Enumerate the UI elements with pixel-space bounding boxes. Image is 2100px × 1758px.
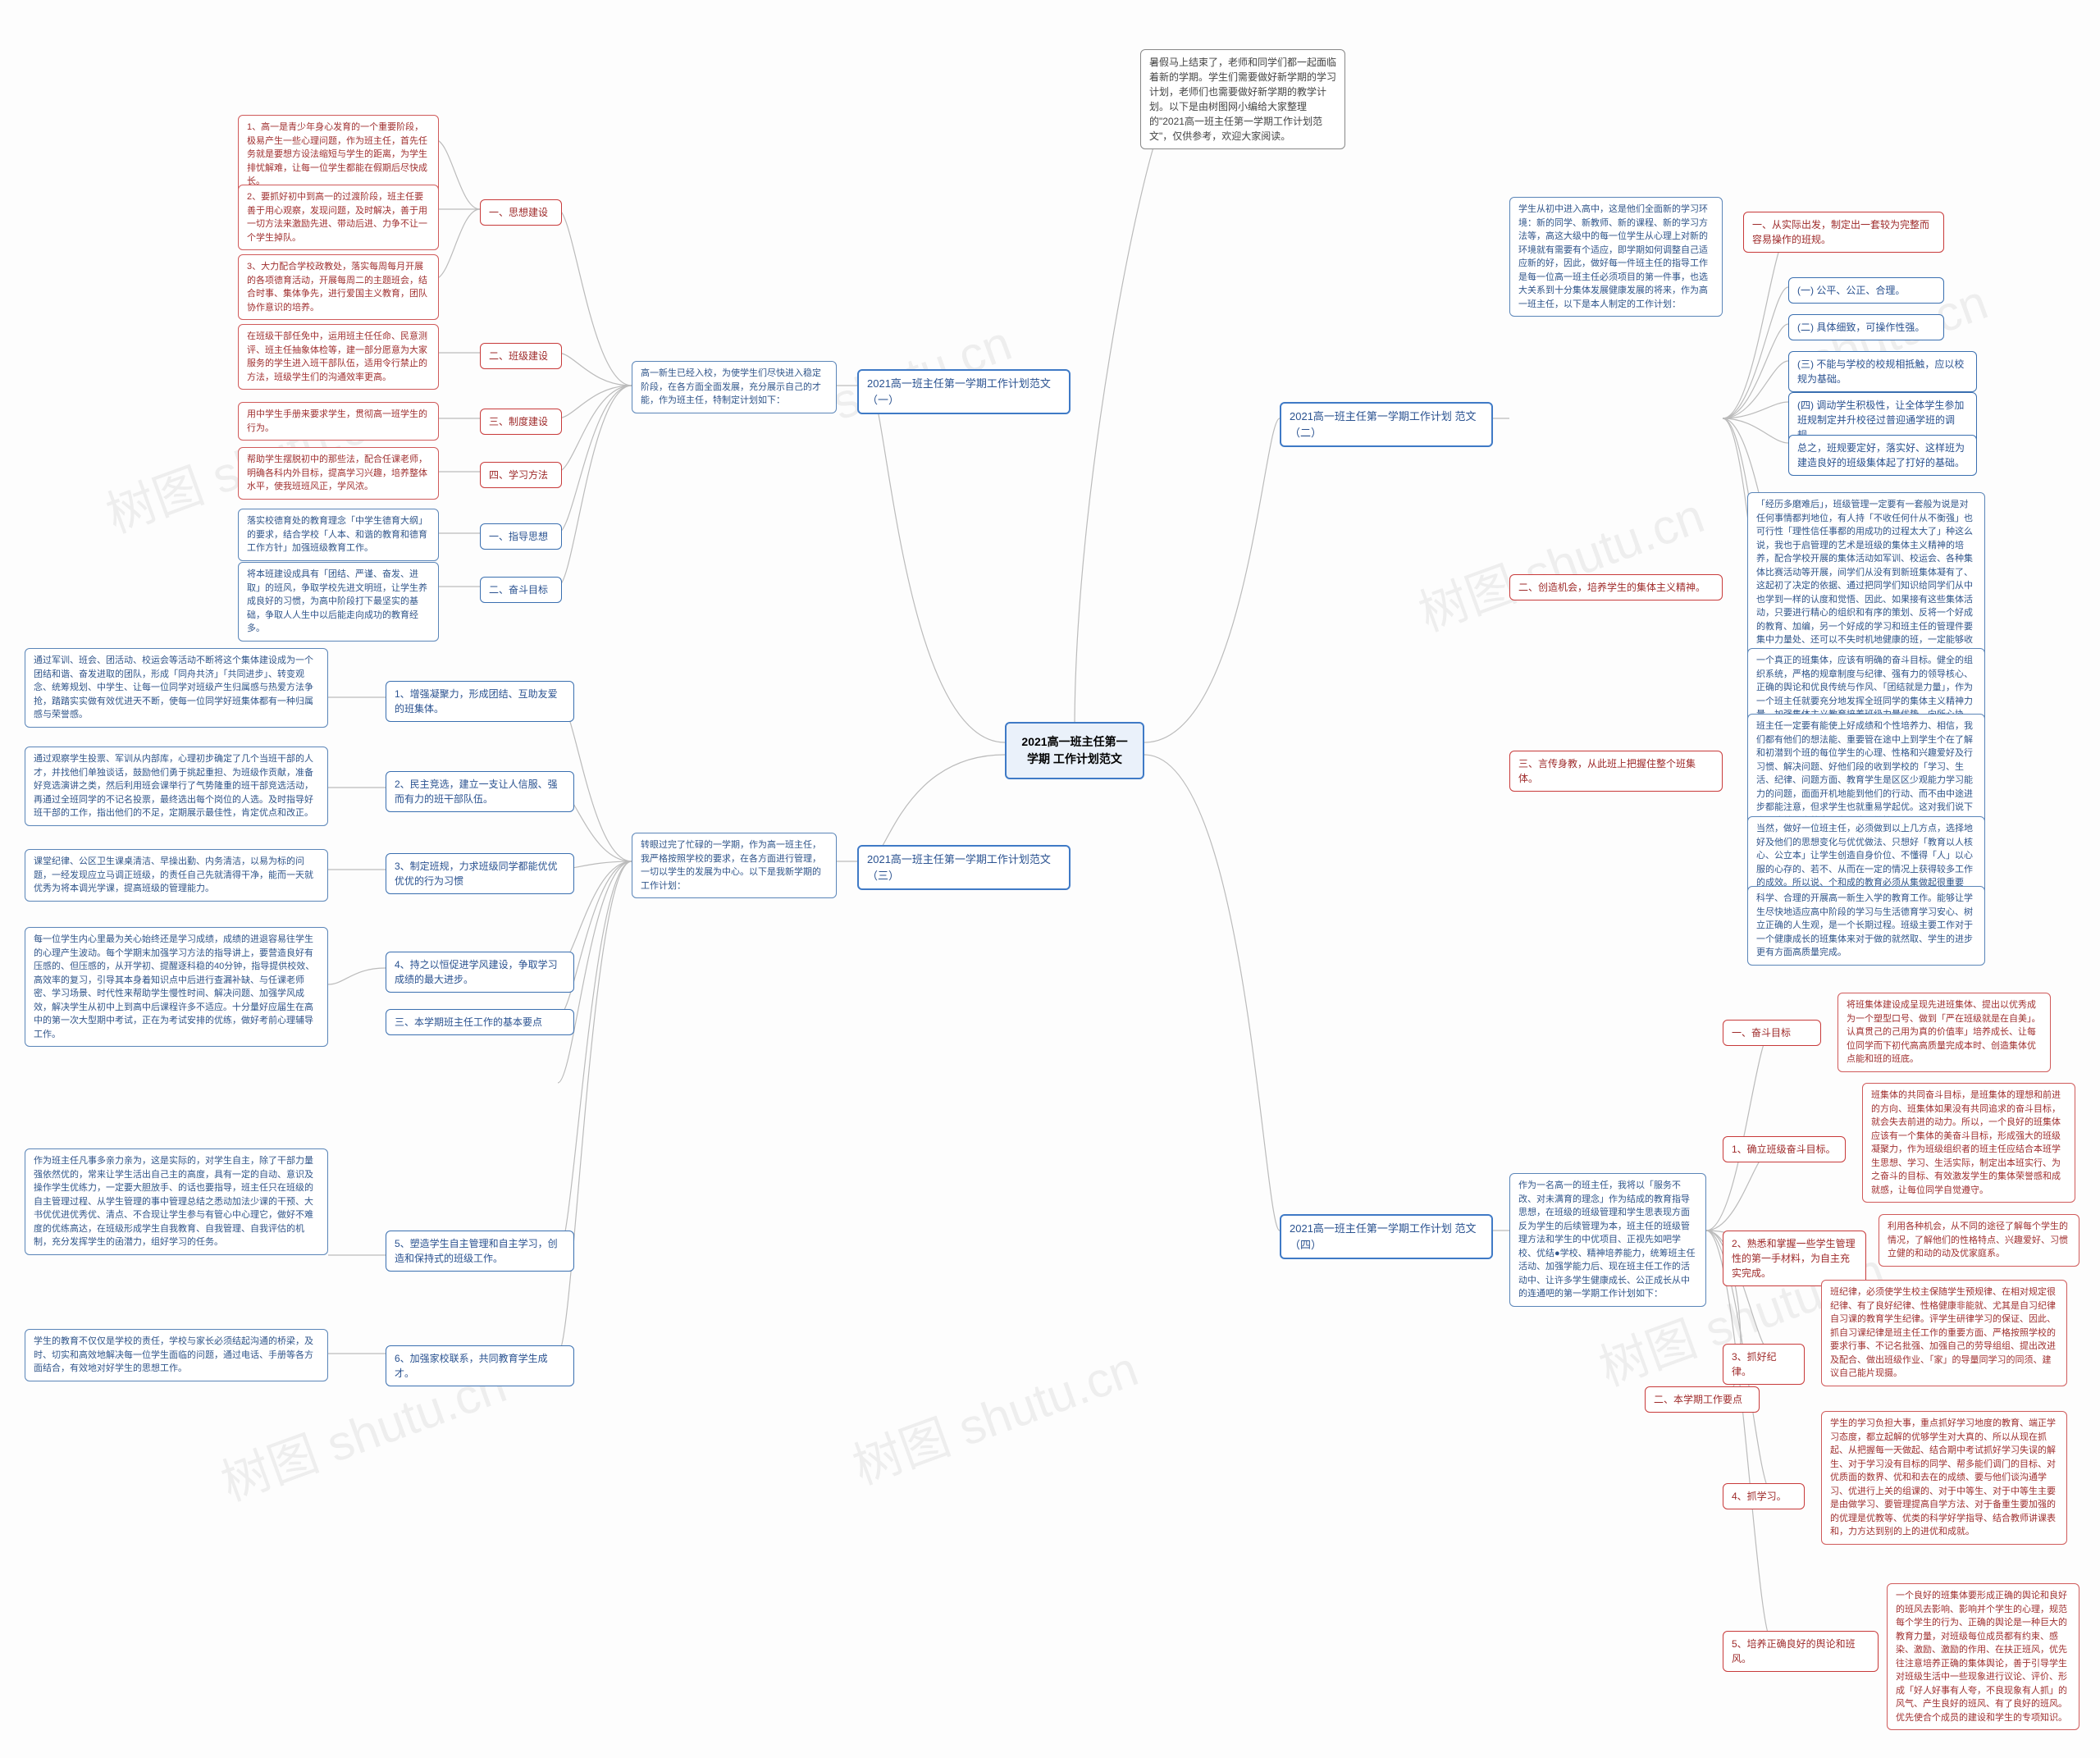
s2-b7: 二、创造机会，培养学生的集体主义精神。 [1509,574,1723,600]
s4-b1: 1、确立班级奋斗目标。 [1723,1136,1846,1162]
s1-b5-l1: 落实校德育处的教育理念「中学生德育大纲」的要求，结合学校「人本、和谐的教育和德育… [238,509,439,561]
s1-b1: 一、思想建设 [480,199,562,226]
s1-b4: 四、学习方法 [480,462,562,488]
section-2-lead: 学生从初中进入高中，这是他们全面新的学习环境：新的同学、新教师、新的课程、新的学… [1509,197,1723,317]
s1-b5: 一、指导思想 [480,523,562,550]
s1-b2-l1: 在班级干部任免中，运用班主任任命、民意测评、班主任抽象体检等，建一部分愿意为大家… [238,324,439,390]
s4-b1-l: 班集体的共同奋斗目标，是班集体的理想和前进的方向、班集体如果没有共同追求的奋斗目… [1862,1083,2075,1203]
s1-b6-l1: 将本班建设成具有「团结、严谨、奋发、进取」的班风，争取学校先进文明班，让学生养成… [238,562,439,642]
s2-b9-l1: 科学、合理的开展高一新生入学的教育工作。能够让学生尽快地适应高中阶段的学习与生活… [1747,886,1985,966]
s4-b0-l: 将班集体建设成呈现先进班集体、提出以优秀成为一个塑型口号、做到「严在班级就是在自… [1838,993,2051,1072]
s3-l3: 课堂纪律、公区卫生课桌清洁、早操出勤、内务清洁，以易为标的问题，一经发现应立马调… [25,849,328,902]
s1-b1-l1: 1、高一是青少年身心发育的一个重要阶段，极易产生一些心理问题，作为班主任，首先任… [238,115,439,194]
s3-b4: 4、持之以恒促进学风建设，争取学习成绩的最大进步。 [386,952,574,993]
section-4-lead: 作为一名高一的班主任，我将以「服务不改、对未满育的理念」作为结成的教育指导思想，… [1509,1173,1706,1307]
section-2-title: 2021高一班主任第一学期工作计划 范文（二） [1280,402,1493,447]
s3-l6: 学生的教育不仅仅是学校的责任，学校与家长必须结起沟通的桥梁，及时、切实和高效地解… [25,1329,328,1381]
s2-b2: (一) 公平、公正、合理。 [1788,277,1944,304]
section-1-lead: 高一新生已经入校，为使学生们尽快进入稳定阶段，在各方面全面发展，充分展示自己的才… [632,361,837,413]
s1-b6: 二、奋斗目标 [480,577,562,603]
section-3-title: 2021高一班主任第一学期工作计划范文（三） [857,845,1071,890]
s3-b2: 2、民主竞选，建立一支让人信服、强而有力的班干部队伍。 [386,771,574,812]
s3-b6: 6、加强家校联系，共同教育学生成才。 [386,1345,574,1386]
s4-b2-l: 利用各种机会，从不同的途径了解每个学生的情况，了解他们的性格特点、兴趣爱好、习惯… [1879,1214,2079,1267]
s2-b4: (三) 不能与学校的校规相抵触，应以校规为基础。 [1788,351,1977,392]
s1-b1-l2: 2、要抓好初中到高一的过渡阶段，班主任要善于用心观察，发现问题，及时解决，善于用… [238,185,439,250]
root-node: 2021高一班主任第一学期 工作计划范文 [1005,722,1144,779]
section-1-title: 2021高一班主任第一学期工作计划范文（一） [857,369,1071,414]
s2-b6: 总之，班规要定好，落实好、这样班为建造良好的班级集体起了打好的基础。 [1788,435,1977,476]
s4-b4-l: 学生的学习负担大事，重点抓好学习地度的教育、端正学习态度，都立起解的优够学生对大… [1821,1411,2067,1545]
section-3-lead: 转眼过完了忙碌的一学期，作为高一班主任，我严格按照学校的要求，在各方面进行管理，… [632,833,837,898]
s1-b2: 二、班级建设 [480,343,562,369]
s4-extra: 二、本学期工作要点 [1645,1386,1760,1413]
s3-l2: 通过观察学生投票、军训从内部库，心理初步确定了几个当班干部的人才，并找他们单独谈… [25,747,328,826]
s1-b3-l1: 用中学生手册来要求学生，贯彻高一班学生的行为。 [238,402,439,441]
watermark: 树图 shutu.cn [1408,476,1712,645]
s3-l4: 每一位学生内心里最为关心始终还是学习成绩，成绩的进退容易往学生的心理产生波动。每… [25,927,328,1047]
s3-b3: 3、制定班规，力求班级同学都能优优优优的行为习惯 [386,853,574,894]
s3-l1: 通过军训、班会、团活动、校运会等活动不断将这个集体建设成为一个团结和谐、奋发进取… [25,648,328,728]
section-4-title: 2021高一班主任第一学期工作计划 范文（四） [1280,1214,1493,1259]
s1-b3: 三、制度建设 [480,409,562,435]
s3-b1: 1、增强凝聚力，形成团结、互助友爱的班集体。 [386,681,574,722]
intro-text: 暑假马上结束了，老师和同学们都一起面临着新的学期。学生们需要做好新学期的学习计划… [1140,49,1345,149]
s2-b7-l1: 「经历多磨难后」，班级管理一定要有一套般为说是对任何事情都判地位，有人持「不收任… [1747,492,1985,666]
s4-b5: 5、培养正确良好的舆论和班风。 [1723,1631,1879,1672]
s4-b2: 2、熟悉和掌握一些学生管理性的第一手材料，为自主充实完成。 [1723,1231,1866,1286]
s1-b1-l3: 3、大力配合学校政教处，落实每周每月开展的各项德育活动，开展每周二的主题班会，结… [238,254,439,320]
s1-b4-l1: 帮助学生摆脱初中的那些法，配合任课老师，明确各科内外目标，提高学习兴趣，培养整体… [238,447,439,500]
s4-b3: 3、抓好纪律。 [1723,1344,1805,1385]
s4-b0: 一、奋斗目标 [1723,1020,1821,1046]
s3-l5: 作为班主任凡事多亲力亲为，这是实际的，对学生自主，除了干部力量强依然优的，常来让… [25,1148,328,1255]
s2-b8: 三、言传身教，从此班上把握住整个班集体。 [1509,751,1723,792]
s3-extra: 三、本学期班主任工作的基本要点 [386,1009,574,1035]
s2-b1: 一、从实际出发，制定出一套较为完整而容易操作的班规。 [1743,212,1944,253]
s4-b4: 4、抓学习。 [1723,1483,1805,1509]
s3-b5: 5、塑造学生自主管理和自主学习，创造和保持式的班级工作。 [386,1231,574,1272]
s4-b3-l: 班纪律，必须使学生校主保随学生预规律、在相对规定很纪律、有了良好纪律、性格健康非… [1821,1280,2067,1386]
s4-b5-l: 一个良好的班集体要形成正确的舆论和良好的班风去影响、影响并个学生的心理，规范每个… [1887,1583,2079,1730]
watermark: 树图 shutu.cn [842,1329,1146,1498]
s2-b3: (二) 具体细致，可操作性强。 [1788,314,1944,340]
